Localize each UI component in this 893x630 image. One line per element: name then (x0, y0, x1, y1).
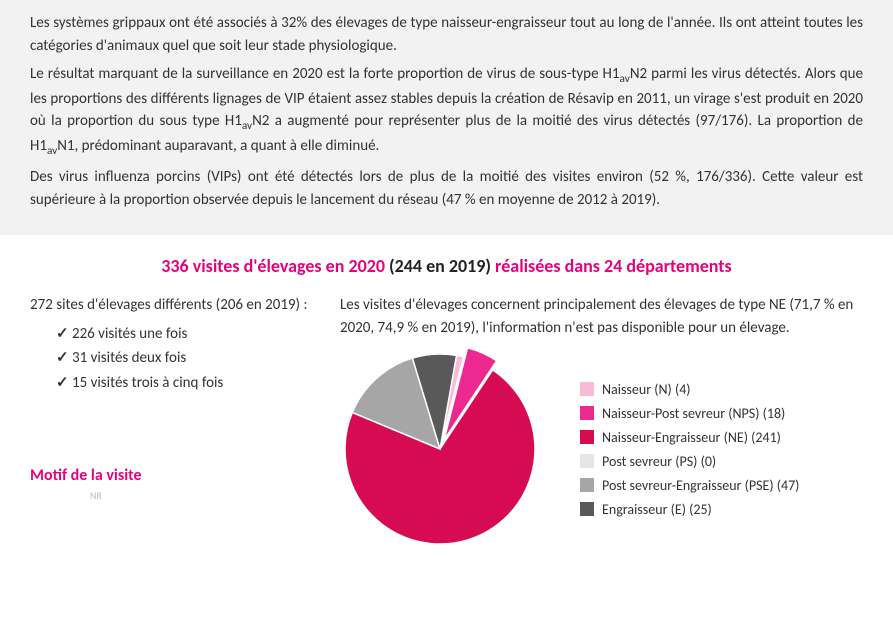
legend-swatch (580, 502, 594, 516)
summary-p0: Les systèmes grippaux ont été associés à… (30, 12, 863, 57)
legend-label: Engraisseur (E) (25) (602, 499, 712, 520)
legend-swatch (580, 406, 594, 420)
pie-chart (340, 349, 550, 549)
columns: 272 sites d'élevages différents (206 en … (0, 294, 893, 549)
pie-legend: Naisseur (N) (4) Naisseur-Post sevreur (N… (580, 376, 799, 523)
right-intro: Les visites d'élevages concernent princi… (340, 294, 863, 339)
legend-row: Post sevreur-Engraisseur (PSE) (47) (580, 475, 799, 496)
sub-av-2: av (242, 119, 252, 133)
motif-sub: NR (90, 488, 320, 503)
headline-c: réalisées dans 24 départements (495, 255, 732, 277)
check-item-1: 226 visités une fois (56, 323, 320, 346)
col-left: 272 sites d'élevages différents (206 en … (30, 294, 320, 549)
left-intro: 272 sites d'élevages différents (206 en … (30, 294, 320, 317)
summary-p1: Le résultat marquant de la surveillance … (30, 63, 863, 160)
motif-title: Motif de la visite (30, 464, 320, 488)
legend-label: Post sevreur-Engraisseur (PSE) (47) (602, 475, 799, 496)
p1a: Le résultat marquant de la surveillance … (30, 65, 620, 83)
legend-row: Naisseur (N) (4) (580, 379, 799, 400)
legend-swatch (580, 454, 594, 468)
legend-row: Post sevreur (PS) (0) (580, 451, 799, 472)
legend-label: Naisseur-Post sevreur (NPS) (18) (602, 403, 785, 424)
legend-label: Naisseur-Engraisseur (NE) (241) (602, 427, 781, 448)
p1d: N1, prédominant auparavant, a quant à el… (57, 137, 379, 155)
sub-av-3: av (47, 144, 57, 158)
headline-b: (244 en 2019) (385, 255, 495, 277)
legend-swatch (580, 382, 594, 396)
legend-label: Post sevreur (PS) (0) (602, 451, 716, 472)
checklist: 226 visités une fois 31 visités deux foi… (56, 323, 320, 395)
legend-row: Naisseur-Post sevreur (NPS) (18) (580, 403, 799, 424)
legend-swatch (580, 430, 594, 444)
legend-row: Engraisseur (E) (25) (580, 499, 799, 520)
headline-a: 336 visites d'élevages en 2020 (161, 255, 385, 277)
sub-av-1: av (620, 72, 630, 86)
headline: 336 visites d'élevages en 2020 (244 en 2… (0, 253, 893, 280)
legend-label: Naisseur (N) (4) (602, 379, 691, 400)
pie-wrap: Naisseur (N) (4) Naisseur-Post sevreur (N… (340, 349, 863, 549)
check-item-3: 15 visités trois à cinq fois (56, 372, 320, 395)
summary-p2: Des virus influenza porcins (VIPs) ont é… (30, 166, 863, 211)
col-right: Les visites d'élevages concernent princi… (340, 294, 863, 549)
legend-swatch (580, 478, 594, 492)
summary-box: Les systèmes grippaux ont été associés à… (0, 0, 893, 235)
legend-row: Naisseur-Engraisseur (NE) (241) (580, 427, 799, 448)
check-item-2: 31 visités deux fois (56, 347, 320, 370)
